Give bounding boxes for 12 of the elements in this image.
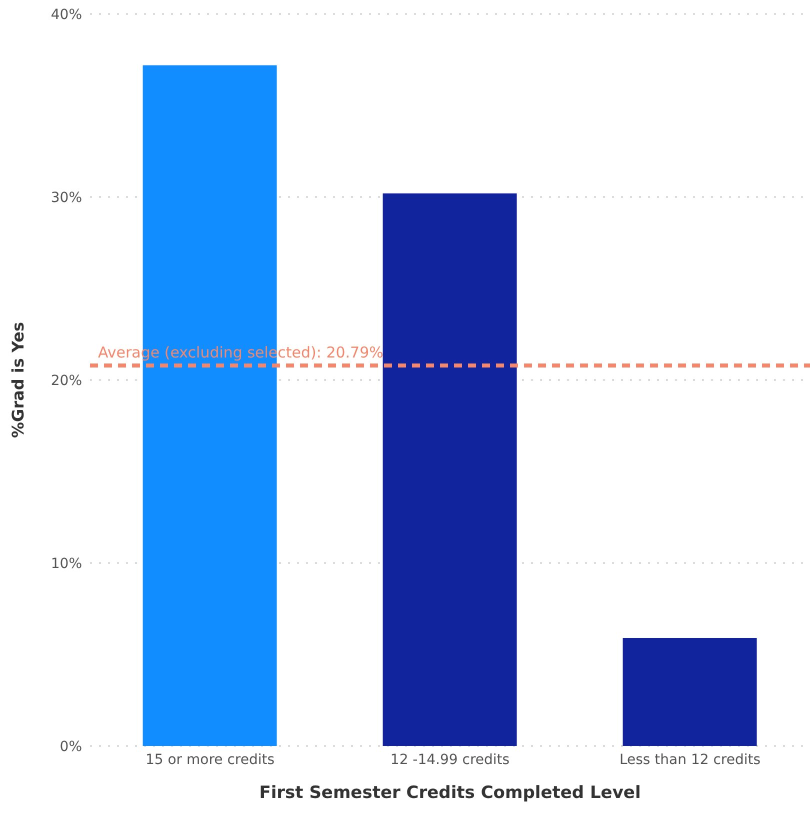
bar xyxy=(622,638,757,746)
x-tick-label: 15 or more credits xyxy=(145,752,275,768)
x-tick-label: Less than 12 credits xyxy=(619,752,761,768)
y-tick-label: 40% xyxy=(50,6,82,23)
x-tick-label: 12 -14.99 credits xyxy=(390,752,510,768)
y-tick-label: 0% xyxy=(60,738,82,755)
bar xyxy=(382,193,517,746)
y-tick-label: 20% xyxy=(50,372,82,389)
y-tick-label: 30% xyxy=(50,190,82,206)
y-axis-title: %Grad is Yes xyxy=(8,322,28,438)
x-axis-title: First Semester Credits Completed Level xyxy=(259,783,641,803)
y-tick-label: 10% xyxy=(50,556,82,572)
